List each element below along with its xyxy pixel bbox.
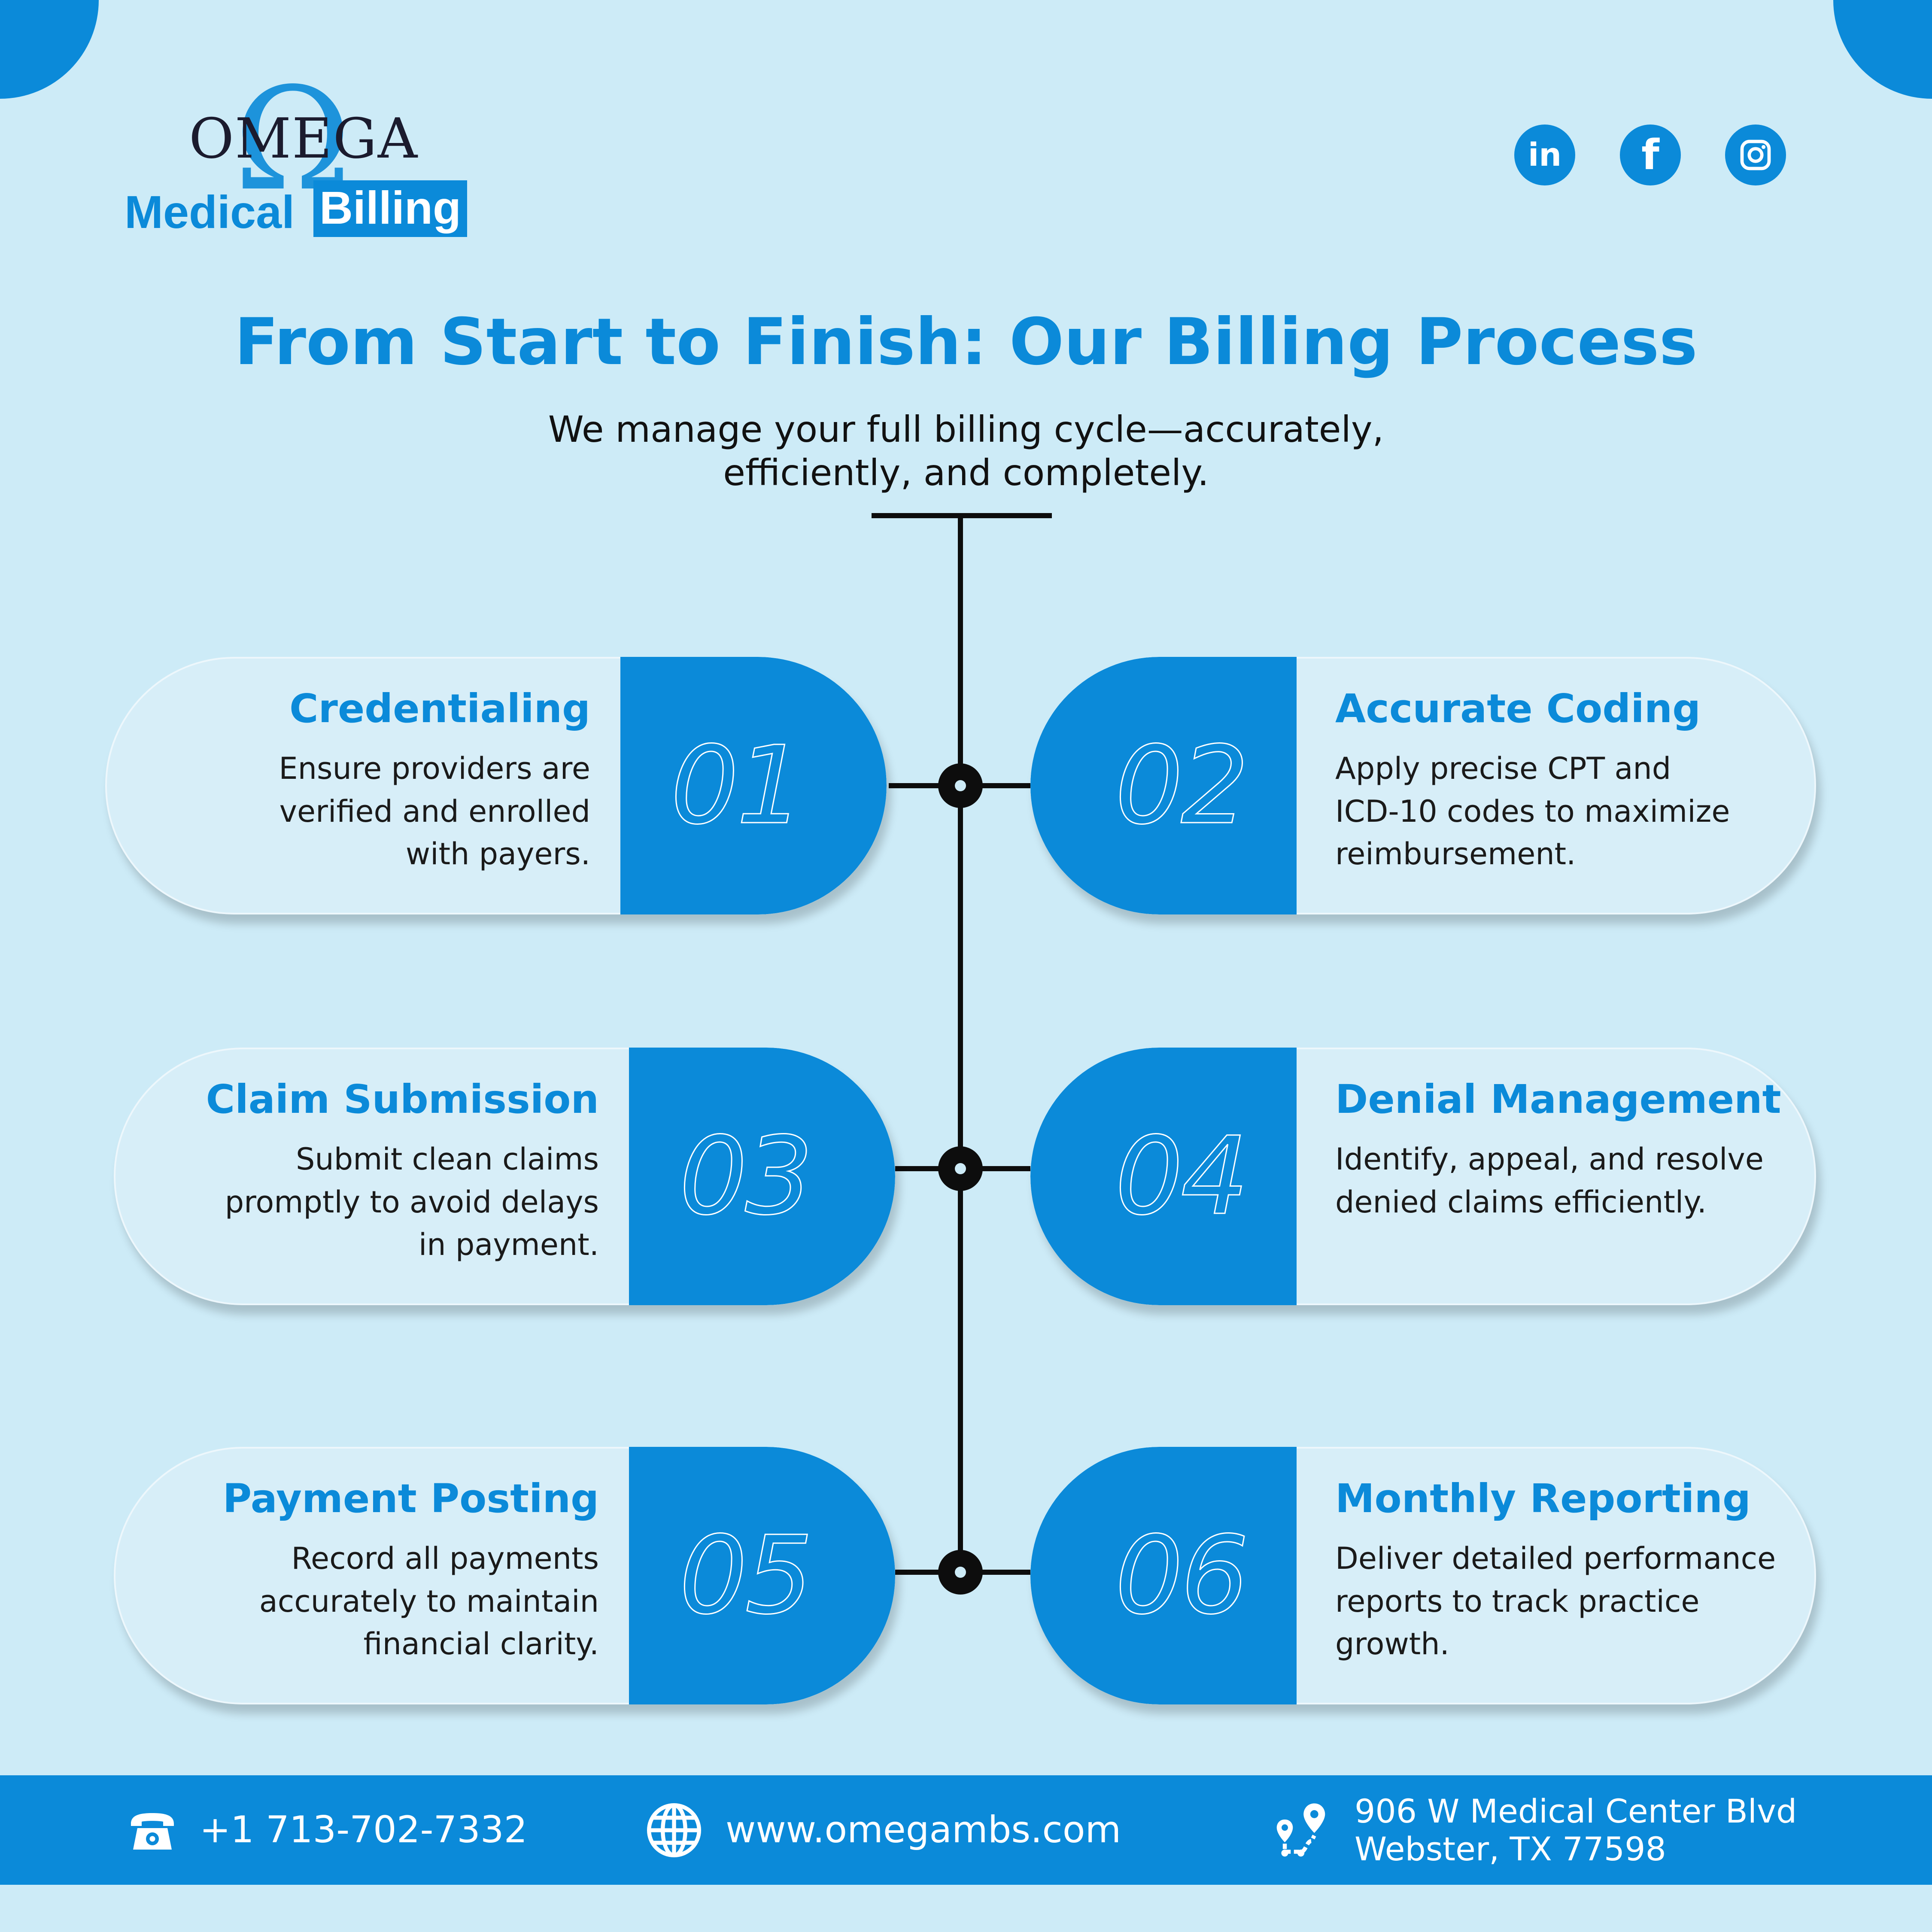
corner-decoration-top-left <box>0 0 99 99</box>
corner-decoration-top-right <box>1833 0 1932 99</box>
step-number-box: 02 <box>1030 657 1297 914</box>
address-line-2: Webster, TX 77598 <box>1355 1829 1666 1868</box>
desc-line: reports to track practice <box>1335 1583 1700 1619</box>
step-card-05: Payment Posting Record all payments accu… <box>114 1447 895 1704</box>
logo-omega-word: OMEGA <box>189 107 419 171</box>
timeline-spine <box>958 513 963 1576</box>
logo-medical-word: Medical <box>125 186 295 238</box>
step-number-box: 04 <box>1030 1048 1297 1305</box>
step-card-04: 04 Denial Management Identify, appeal, a… <box>1030 1048 1816 1305</box>
website-url: www.omegambs.com <box>726 1808 1121 1852</box>
step-text: Payment Posting Record all payments accu… <box>170 1477 599 1665</box>
linkedin-icon[interactable]: in <box>1514 125 1575 185</box>
step-card-01: Credentialing Ensure providers are verif… <box>105 657 887 914</box>
desc-line: Submit clean claims <box>295 1142 599 1177</box>
timeline-node-1 <box>938 763 983 808</box>
instagram-icon[interactable] <box>1725 125 1786 185</box>
desc-line: ICD-10 codes to maximize <box>1335 793 1730 829</box>
page-title: From Start to Finish: Our Billing Proces… <box>234 305 1698 380</box>
desc-line: in payment. <box>418 1227 599 1262</box>
desc-line: Ensure providers are <box>279 751 590 787</box>
company-logo: Ω OMEGA Medical Billing <box>125 69 477 253</box>
step-text: Credentialing Ensure providers are verif… <box>161 687 590 875</box>
page-subtitle: We manage your full billing cycle—accura… <box>472 408 1460 495</box>
footer-bar: +1 713-702-7332 www.omegambs.com <box>0 1775 1932 1885</box>
step-text: Claim Submission Submit clean claims pro… <box>170 1078 599 1266</box>
footer-phone[interactable]: +1 713-702-7332 <box>127 1775 527 1885</box>
step-title: Claim Submission <box>206 1076 599 1122</box>
desc-line: growth. <box>1335 1626 1449 1662</box>
step-title: Monthly Reporting <box>1335 1476 1751 1522</box>
telephone-icon <box>127 1804 178 1856</box>
address-line-1: 906 W Medical Center Blvd <box>1355 1792 1797 1831</box>
step-number: 03 <box>678 1114 814 1239</box>
desc-line: promptly to avoid delays <box>225 1184 599 1220</box>
step-card-02: 02 Accurate Coding Apply precise CPT and… <box>1030 657 1816 914</box>
step-card-03: Claim Submission Submit clean claims pro… <box>114 1048 895 1305</box>
subtitle-line-1: We manage your full billing cycle—accura… <box>548 408 1384 450</box>
desc-line: reimbursement. <box>1335 836 1576 872</box>
step-number-box: 03 <box>629 1048 895 1305</box>
step-description: Record all payments accurately to mainta… <box>170 1537 599 1665</box>
address-text: 906 W Medical Center Blvd Webster, TX 77… <box>1355 1792 1797 1868</box>
desc-line: verified and enrolled <box>279 793 590 829</box>
step-title: Denial Management <box>1335 1076 1781 1122</box>
step-card-06: 06 Monthly Reporting Deliver detailed pe… <box>1030 1447 1816 1704</box>
timeline-node-2 <box>938 1146 983 1191</box>
facebook-icon[interactable]: f <box>1620 125 1681 185</box>
step-description: Identify, appeal, and resolve denied cla… <box>1335 1138 1807 1224</box>
step-number: 02 <box>1114 723 1249 848</box>
step-number: 06 <box>1114 1513 1249 1638</box>
globe-icon <box>644 1800 704 1860</box>
step-title: Payment Posting <box>222 1476 599 1522</box>
desc-line: financial clarity. <box>363 1626 599 1662</box>
step-text: Denial Management Identify, appeal, and … <box>1335 1078 1807 1224</box>
footer-address[interactable]: 906 W Medical Center Blvd Webster, TX 77… <box>1269 1775 1797 1885</box>
desc-line: Apply precise CPT and <box>1335 751 1671 787</box>
desc-line: denied claims efficiently. <box>1335 1184 1707 1220</box>
timeline-node-3 <box>938 1550 983 1595</box>
desc-line: Identify, appeal, and resolve <box>1335 1142 1764 1177</box>
desc-line: Deliver detailed performance <box>1335 1541 1776 1577</box>
step-description: Apply precise CPT and ICD-10 codes to ma… <box>1335 747 1807 875</box>
subtitle-line-2: efficiently, and completely. <box>723 451 1209 494</box>
step-description: Deliver detailed performance reports to … <box>1335 1537 1807 1665</box>
desc-line: accurately to maintain <box>259 1583 599 1619</box>
step-number-box: 05 <box>629 1447 895 1704</box>
step-number: 04 <box>1114 1114 1249 1239</box>
step-description: Submit clean claims promptly to avoid de… <box>170 1138 599 1266</box>
step-description: Ensure providers are verified and enroll… <box>161 747 590 875</box>
desc-line: Record all payments <box>291 1541 599 1577</box>
location-route-icon <box>1269 1798 1333 1862</box>
phone-number: +1 713-702-7332 <box>200 1808 528 1852</box>
step-text: Accurate Coding Apply precise CPT and IC… <box>1335 687 1807 875</box>
step-number-box: 06 <box>1030 1447 1297 1704</box>
step-number: 05 <box>678 1513 814 1638</box>
footer-website[interactable]: www.omegambs.com <box>644 1775 1121 1885</box>
desc-line: with payers. <box>405 836 590 872</box>
step-number: 01 <box>670 723 805 848</box>
step-text: Monthly Reporting Deliver detailed perfo… <box>1335 1477 1807 1665</box>
logo-billing-word: Billing <box>313 180 467 237</box>
step-title: Accurate Coding <box>1335 686 1701 732</box>
step-title: Credentialing <box>289 686 590 732</box>
step-number-box: 01 <box>620 657 887 914</box>
